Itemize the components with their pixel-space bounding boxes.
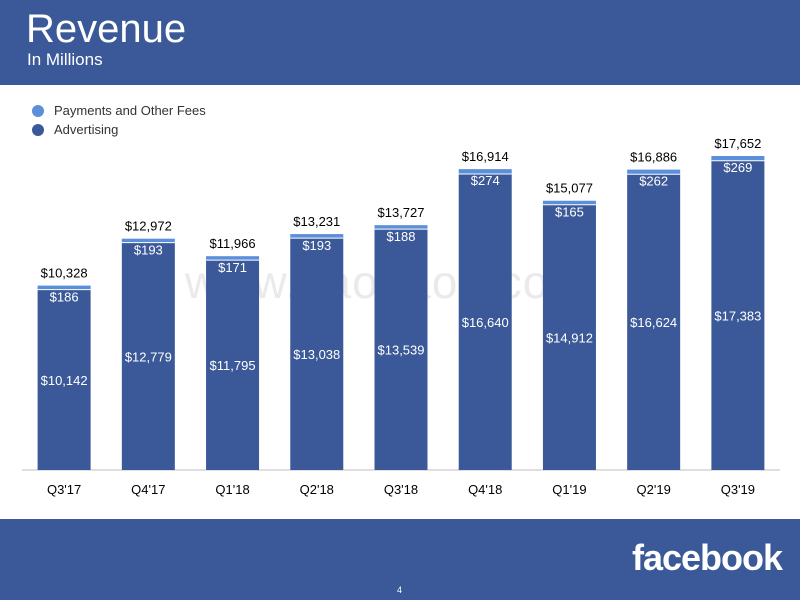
- bar-payments: [290, 234, 344, 239]
- x-tick-label: Q2'18: [300, 482, 334, 497]
- data-label-payments: $193: [134, 243, 163, 258]
- data-label-advertising: $11,795: [210, 358, 256, 373]
- data-label-advertising: $13,539: [378, 343, 425, 358]
- bar-advertising: [627, 174, 681, 470]
- x-tick-label: Q3'18: [384, 482, 418, 497]
- footer-banner: facebook 4: [0, 519, 800, 600]
- data-label-payments: $193: [302, 238, 331, 253]
- bar-payments: [627, 169, 681, 175]
- data-label-total: $12,972: [125, 219, 172, 234]
- page-number: 4: [397, 585, 403, 595]
- facebook-logo: facebook: [631, 537, 783, 578]
- bar-payments: [542, 200, 596, 205]
- data-label-total: $17,652: [714, 136, 761, 151]
- x-tick-label: Q1'19: [552, 482, 586, 497]
- legend-item-payments: Payments and Other Fees: [32, 101, 206, 120]
- data-label-total: $16,914: [462, 149, 509, 164]
- data-label-advertising: $17,383: [714, 308, 761, 323]
- data-label-advertising: $16,640: [462, 315, 509, 330]
- data-label-total: $11,966: [210, 236, 256, 251]
- legend-swatch-payments: [32, 104, 44, 117]
- data-label-payments: $171: [218, 260, 247, 275]
- x-tick-label: Q4'17: [131, 482, 165, 497]
- bar-advertising: [290, 238, 344, 470]
- chart-legend: Payments and Other Fees Advertising: [32, 101, 206, 139]
- bar-payments: [37, 285, 91, 290]
- bar-advertising: [542, 204, 596, 470]
- data-label-advertising: $13,038: [293, 347, 340, 362]
- bar-payments: [121, 238, 175, 243]
- data-label-payments: $188: [387, 229, 416, 244]
- page-title: Revenue: [26, 7, 187, 51]
- bar-advertising: [121, 242, 175, 470]
- x-tick-label: Q1'18: [215, 482, 249, 497]
- x-tick-label: Q3'17: [47, 482, 81, 497]
- data-label-payments: $165: [555, 205, 584, 220]
- data-label-total: $13,231: [293, 214, 340, 229]
- x-tick-label: Q2'19: [637, 482, 671, 497]
- bar-advertising: [711, 160, 765, 470]
- bar-payments: [206, 256, 260, 261]
- legend-swatch-advertising: [32, 123, 44, 136]
- data-label-advertising: $14,912: [546, 330, 593, 345]
- bar-payments: [374, 225, 428, 230]
- bar-payments: [458, 169, 512, 175]
- revenue-bar-chart: $10,142 $186 $10,328 Q3'17 $12,779 $193 $12,97…: [22, 136, 780, 497]
- data-label-total: $13,727: [378, 205, 425, 220]
- page-subtitle: In Millions: [27, 50, 103, 69]
- data-label-payments: $186: [50, 290, 79, 305]
- data-label-advertising: $16,624: [630, 315, 677, 330]
- header-banner: Revenue In Millions: [0, 0, 800, 85]
- bar-payments: [711, 156, 765, 161]
- legend-label-advertising: Advertising: [54, 122, 119, 137]
- data-label-payments: $274: [471, 173, 500, 188]
- legend-item-advertising: Advertising: [32, 120, 206, 139]
- bar-advertising: [37, 289, 91, 470]
- data-label-advertising: $10,142: [41, 373, 88, 388]
- x-tick-label: Q3'19: [721, 482, 755, 497]
- data-label-payments: $262: [639, 174, 668, 189]
- data-label-total: $10,328: [41, 266, 88, 281]
- legend-label-payments: Payments and Other Fees: [54, 103, 206, 118]
- data-label-advertising: $12,779: [125, 349, 172, 364]
- bar-advertising: [374, 229, 428, 470]
- data-label-total: $15,077: [546, 181, 593, 196]
- bar-advertising: [206, 260, 260, 470]
- bar-advertising: [458, 174, 512, 470]
- data-label-payments: $269: [723, 160, 752, 175]
- x-tick-label: Q4'18: [468, 482, 502, 497]
- data-label-total: $16,886: [630, 150, 677, 165]
